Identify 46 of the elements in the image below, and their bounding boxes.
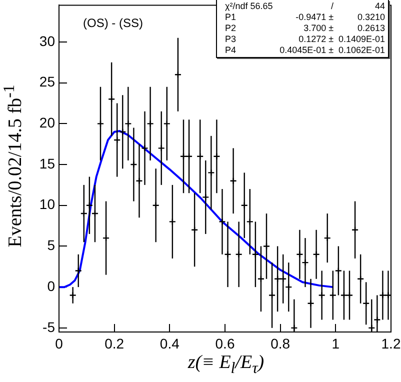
- point: [384, 292, 391, 299]
- y-tick-label: 5: [47, 237, 56, 254]
- point: [329, 292, 336, 299]
- x-tick-label: 0.8: [270, 335, 290, 352]
- point: [119, 128, 126, 136]
- point: [268, 292, 276, 299]
- y-tick-label: 20: [39, 114, 56, 131]
- point: [213, 152, 220, 160]
- y-tick-label: 30: [39, 32, 56, 49]
- x-tick-label: 1.2: [381, 335, 401, 352]
- text: P4 0.4045E-01 ± 0.1062E-01: [225, 45, 385, 55]
- point: [124, 120, 132, 128]
- point: [108, 96, 116, 103]
- text: P3 0.1272 ± 0.1409E-01: [225, 34, 385, 44]
- y-tick-label: 0: [47, 278, 56, 294]
- point: [158, 144, 165, 152]
- x-tick-label: 0.2: [104, 335, 124, 352]
- point: [141, 144, 148, 152]
- point: [74, 267, 82, 274]
- point: [246, 218, 254, 226]
- point: [180, 152, 188, 160]
- point: [146, 120, 154, 128]
- point: [96, 120, 104, 128]
- x-tick-label: 1: [332, 335, 340, 352]
- point: [163, 120, 170, 128]
- point: [168, 218, 176, 226]
- annotation: (OS) - (SS): [83, 16, 143, 30]
- point: [185, 152, 193, 160]
- point: [218, 218, 226, 226]
- point: [346, 292, 354, 299]
- text: P2 3.700 ± 0.2613: [225, 23, 385, 33]
- point: [202, 194, 210, 201]
- x-tick-label: 0.4: [160, 335, 180, 352]
- y-tick-label: 25: [39, 74, 56, 90]
- point: [318, 292, 326, 299]
- x-tick-label: 0.6: [215, 335, 235, 352]
- x-axis-title: z(≡ E$_{l}$/E$_{τ}$): [188, 352, 264, 378]
- text: χ²/ndf 56.65 / 44: [225, 1, 385, 11]
- y-tick-label: -5: [42, 318, 56, 335]
- y-tick-label: 15: [39, 155, 56, 172]
- point: [208, 169, 215, 176]
- text: P1 -0.9471 ± 0.3210: [225, 12, 385, 22]
- point: [69, 292, 76, 299]
- y-tick-label: 10: [39, 196, 56, 212]
- point: [196, 152, 204, 160]
- point: [374, 316, 381, 324]
